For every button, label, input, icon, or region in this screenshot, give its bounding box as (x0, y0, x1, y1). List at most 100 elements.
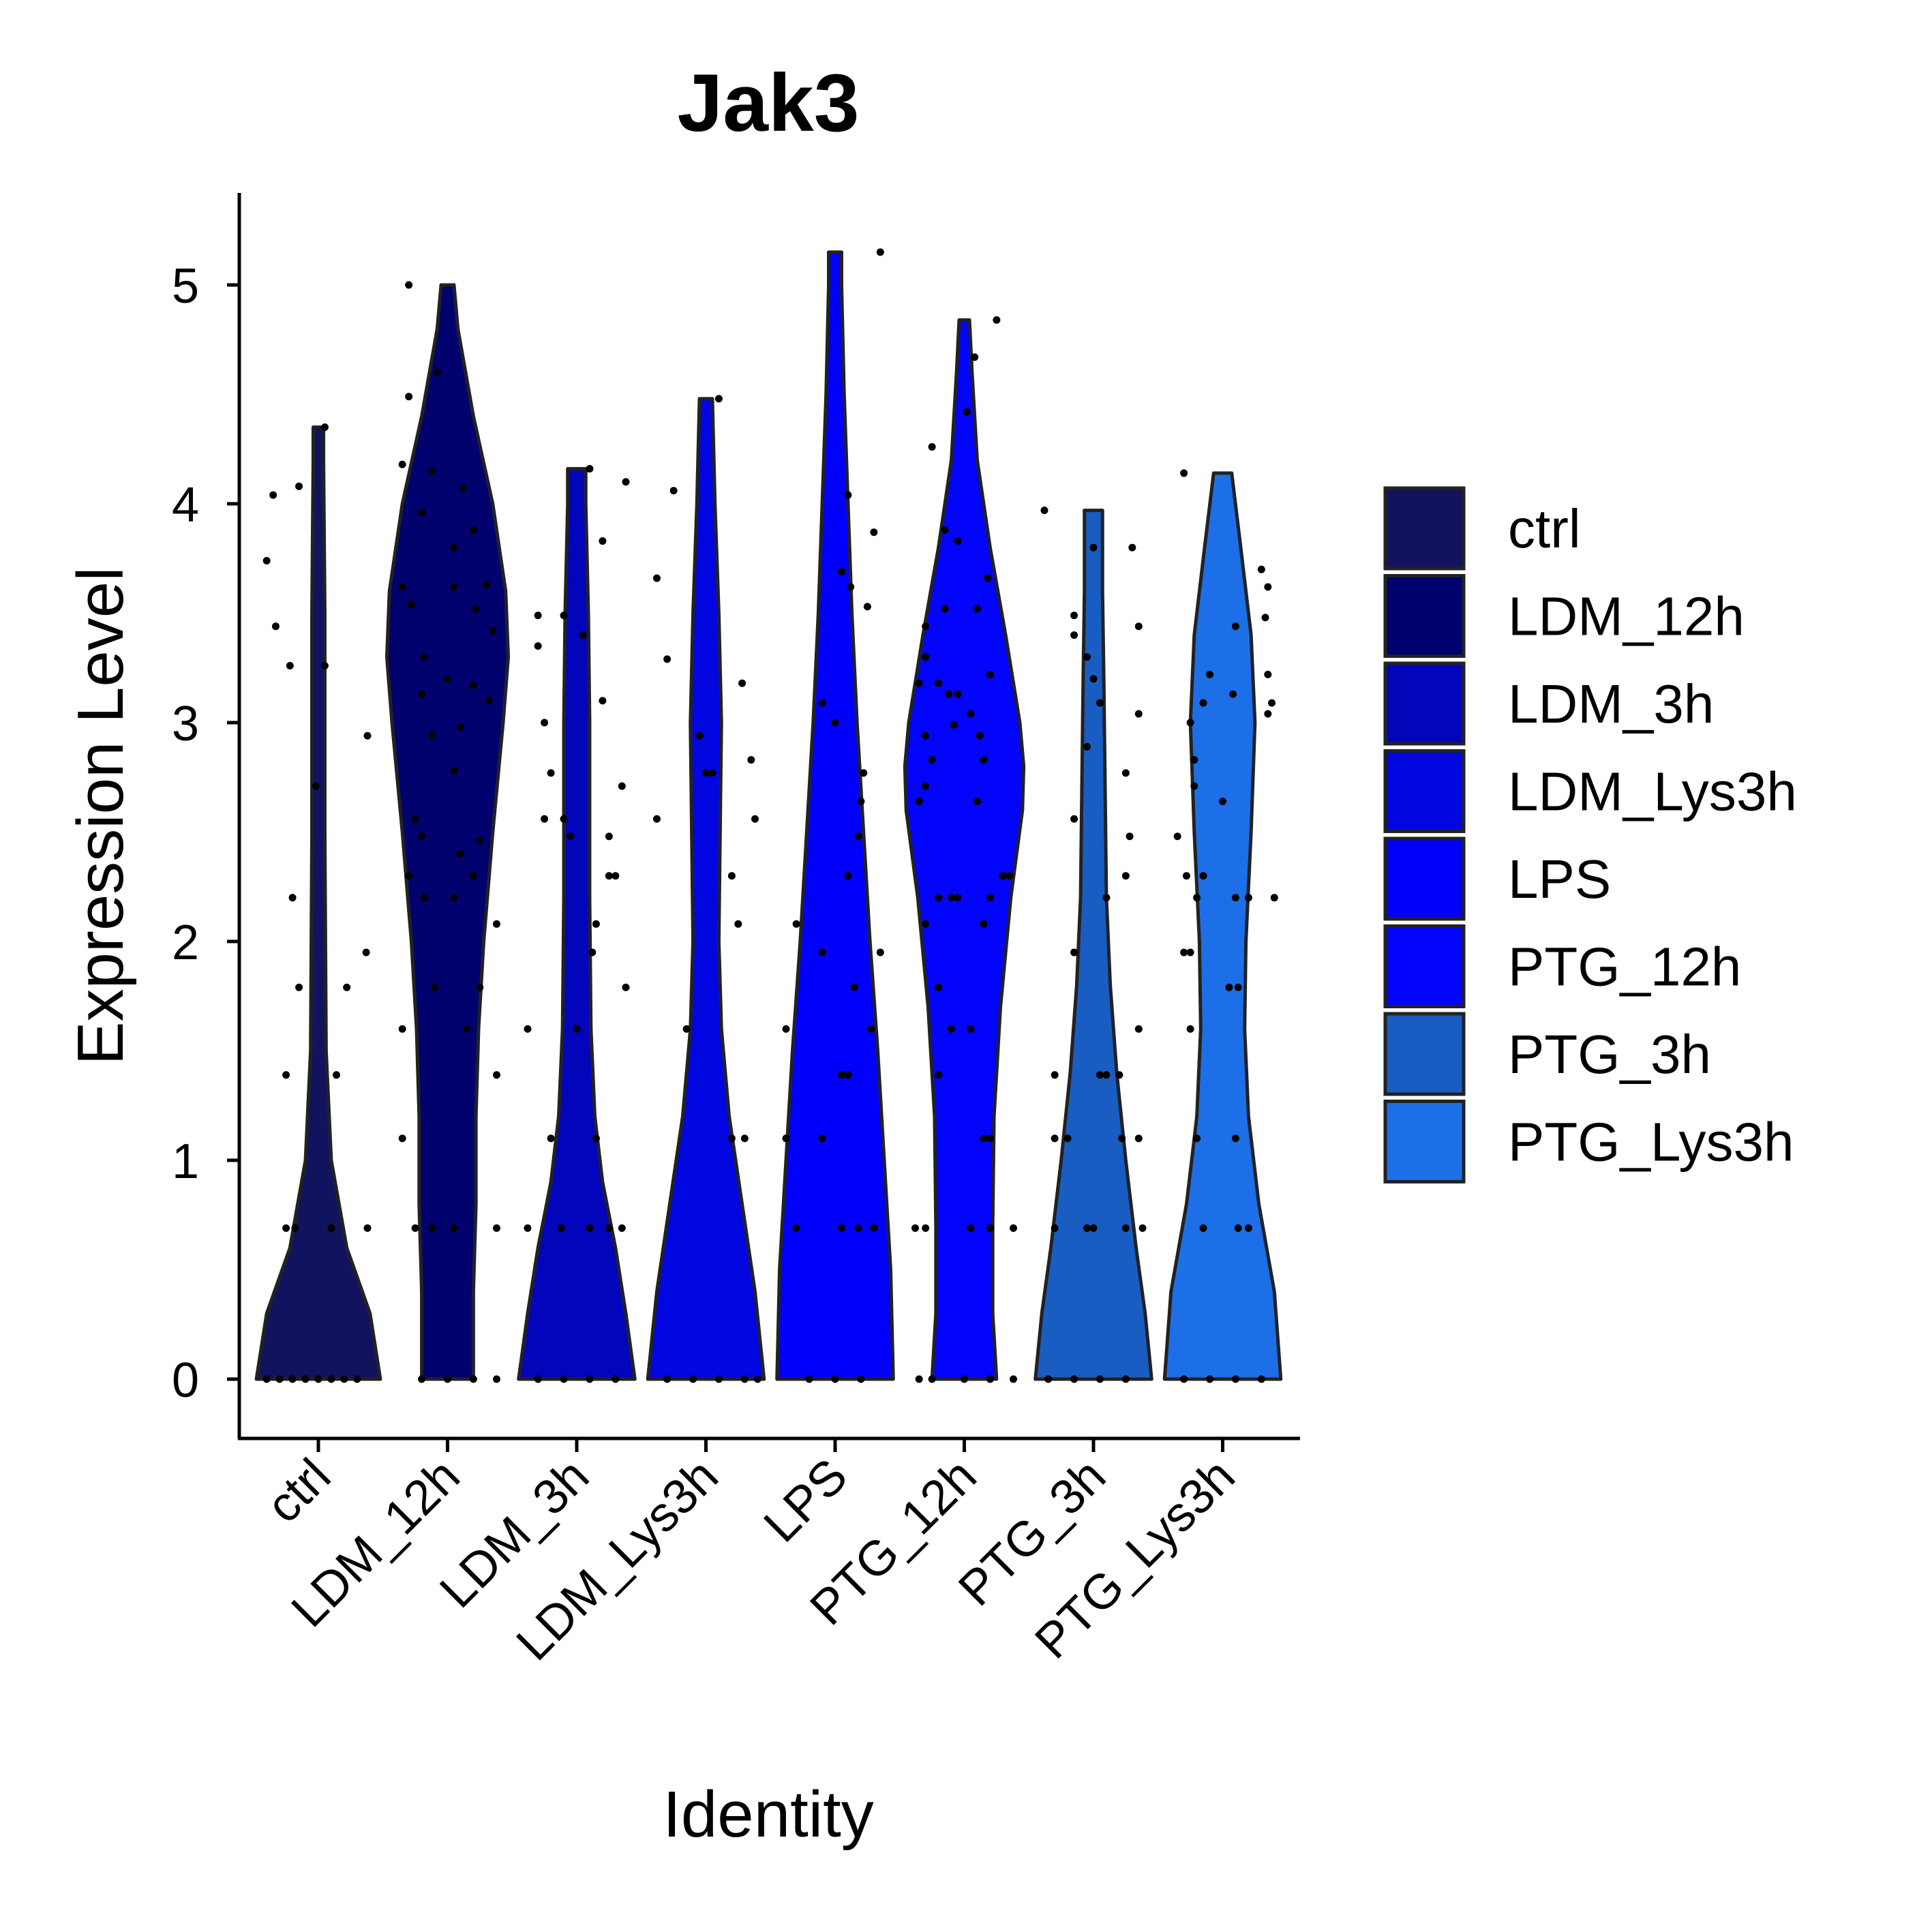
data-point-ptg-12h (1006, 872, 1014, 880)
data-point-lps (867, 1025, 875, 1033)
data-point-ptg-12h (928, 443, 936, 451)
data-point-ptg-3h (1096, 1071, 1104, 1079)
data-point-ldm-3h (618, 782, 626, 790)
data-point-ldm-lys3h (727, 872, 736, 880)
data-point-ldm-12h (418, 832, 426, 841)
y-axis-title: Expression Level (64, 567, 137, 1065)
data-point-ldm-12h (472, 605, 480, 613)
y-tick-label: 2 (172, 916, 199, 970)
data-point-ctrl (269, 491, 277, 499)
data-point-ldm-3h (573, 1025, 581, 1033)
data-point-ptg-12h (973, 798, 981, 806)
data-point-ptg-3h (1121, 872, 1130, 880)
data-point-ptg-3h (1102, 1071, 1111, 1079)
data-point-ptg-3h (1134, 1134, 1143, 1143)
data-point-lps (870, 528, 878, 537)
data-point-ptg-12h (963, 408, 971, 416)
data-point-ldm-3h (605, 872, 613, 880)
data-point-ldm-lys3h (689, 1375, 697, 1383)
data-point-ldm-lys3h (738, 679, 746, 687)
data-point-ptg-3h (1070, 948, 1078, 956)
data-point-ctrl (288, 894, 297, 902)
data-point-lps (860, 769, 868, 777)
data-point-ldm-12h (469, 872, 477, 880)
data-point-lps (863, 603, 871, 611)
data-point-ptg-3h (1102, 894, 1111, 902)
data-point-ldm-3h (560, 815, 568, 823)
data-point-ldm-3h (592, 920, 600, 928)
data-point-ptg-12h (928, 756, 936, 764)
legend-label-lps: LPS (1508, 849, 1611, 909)
data-point-lps (782, 1134, 790, 1143)
data-point-ldm-lys3h (702, 769, 710, 777)
data-point-ctrl (282, 1224, 290, 1233)
data-point-ldm-12h (493, 1375, 501, 1383)
y-tick-label: 5 (172, 259, 199, 314)
data-point-ldm-3h (605, 832, 613, 841)
data-point-ldm-3h (612, 1375, 620, 1383)
data-point-ptg-12h (922, 782, 930, 790)
data-point-ldm-3h (605, 1224, 613, 1233)
legend: ctrl LDM_12h LDM_3h LDM_Lys3h LPS PTG_12h PTG_… (1383, 486, 1797, 1183)
legend-swatch-ptg-12h (1383, 924, 1466, 1008)
data-point-lps (792, 1224, 800, 1233)
data-point-ptg-3h (1118, 1134, 1126, 1143)
data-point-ldm-12h (493, 920, 501, 928)
data-point-lps (837, 1224, 845, 1233)
data-point-ptg-lys3h (1244, 894, 1252, 902)
data-point-ldm-3h (534, 612, 542, 620)
data-point-ldm-lys3h (734, 920, 742, 928)
data-point-ptg-3h (1070, 815, 1078, 823)
data-point-ldm-12h (456, 850, 464, 858)
data-point-ptg-12h (935, 894, 943, 902)
data-point-ptg-3h (1044, 1375, 1053, 1383)
data-point-ldm-12h (428, 1224, 436, 1233)
data-point-ldm-3h (560, 612, 568, 620)
data-point-ptg-12h (922, 920, 930, 928)
legend-label-ldm-lys3h: LDM_Lys3h (1508, 761, 1797, 822)
data-point-ctrl (275, 1375, 284, 1383)
data-point-ldm-12h (405, 393, 413, 401)
legend-swatch-ldm-lys3h (1383, 749, 1466, 833)
data-point-ldm-12h (493, 1071, 501, 1079)
data-point-ldm-3h (599, 537, 607, 545)
data-point-lps (818, 1134, 826, 1143)
data-point-lps (792, 920, 800, 928)
data-point-ldm-3h (524, 1025, 532, 1033)
data-point-ldm-12h (420, 894, 428, 902)
data-point-ptg-lys3h (1229, 690, 1237, 698)
legend-swatch-ctrl (1383, 486, 1466, 571)
data-point-ptg-lys3h (1231, 1134, 1239, 1143)
data-point-ldm-12h (398, 1134, 406, 1143)
data-point-ptg-12h (945, 690, 953, 698)
data-point-ldm-12h (450, 894, 458, 902)
data-point-ctrl (340, 1375, 348, 1383)
chart-title: Jak3 (678, 57, 860, 149)
data-point-ptg-3h (1089, 1224, 1098, 1233)
data-point-ldm-lys3h (747, 756, 755, 764)
data-point-ptg-lys3h (1186, 719, 1194, 727)
data-point-ptg-12h (922, 622, 930, 631)
data-point-lps (837, 1071, 845, 1079)
data-point-ctrl (363, 731, 372, 740)
data-point-ldm-12h (482, 581, 490, 589)
data-point-ptg-3h (1051, 1224, 1059, 1233)
legend-label-ptg-3h: PTG_3h (1508, 1024, 1711, 1085)
data-point-ptg-lys3h (1182, 872, 1190, 880)
data-point-ptg-12h (915, 1375, 923, 1383)
y-tick-label: 3 (172, 697, 199, 751)
data-point-ptg-12h (948, 1025, 956, 1033)
data-point-ldm-lys3h (652, 815, 661, 823)
data-point-ptg-12h (915, 798, 923, 806)
data-point-lps (844, 491, 852, 499)
data-point-ldm-lys3h (682, 1025, 691, 1033)
data-point-ptg-lys3h (1180, 469, 1188, 477)
data-point-ldm-3h (622, 478, 630, 486)
violin-ldm-3h (517, 467, 637, 1381)
data-point-ptg-3h (1089, 675, 1098, 683)
data-point-ptg-12h (950, 721, 958, 729)
legend-label-ctrl: ctrl (1508, 498, 1581, 559)
data-point-ptg-lys3h (1231, 894, 1239, 902)
data-point-lps (844, 872, 852, 880)
data-point-ldm-12h (485, 697, 493, 705)
